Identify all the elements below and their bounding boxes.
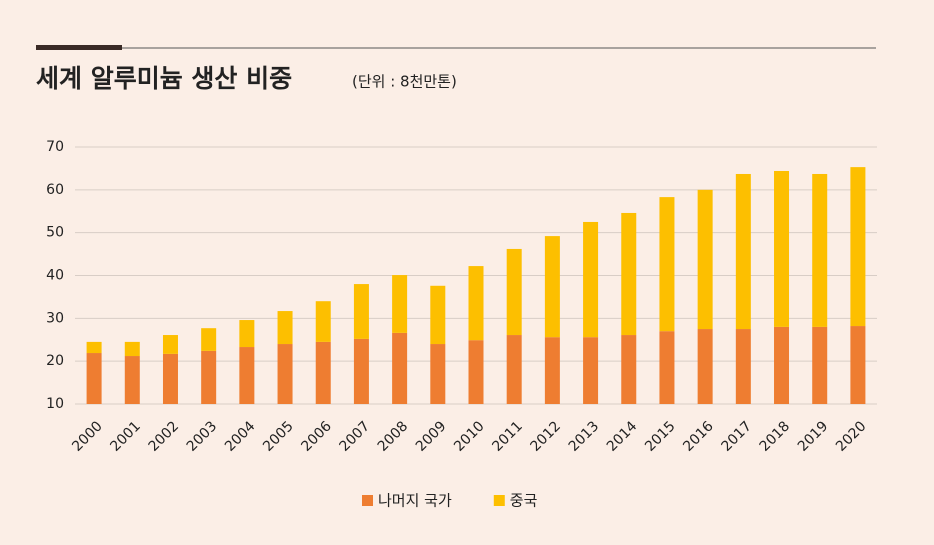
bar-segment — [544, 337, 560, 404]
legend-swatch — [362, 495, 373, 506]
bar-segment — [162, 335, 178, 354]
bar-segment — [277, 344, 293, 404]
bar-segment — [583, 337, 599, 404]
bar-segment — [774, 326, 790, 404]
bar-segment — [162, 353, 178, 404]
bar-segment — [277, 311, 293, 345]
bar-segment — [697, 329, 713, 404]
bar-segment — [201, 350, 217, 404]
top-accent — [36, 45, 122, 50]
bar-segment — [812, 173, 828, 327]
bar-segment — [850, 326, 866, 404]
bar-segment — [544, 236, 560, 338]
bar-segment — [621, 212, 637, 336]
bar-segment — [86, 353, 102, 404]
bar-segment — [315, 301, 331, 342]
bar-segment — [353, 284, 369, 339]
bar-segment — [774, 170, 790, 327]
bar-segment — [583, 221, 599, 338]
bar-segment — [201, 328, 217, 351]
legend-label: 나머지 국가 — [378, 492, 452, 510]
bar-segment — [735, 329, 751, 404]
bar-segment — [239, 347, 255, 404]
bar-segment — [124, 341, 140, 357]
bar-segment — [735, 173, 751, 330]
bar-segment — [315, 341, 331, 404]
y-tick-label: 10 — [46, 396, 64, 412]
bar-segment — [850, 167, 866, 327]
bar-segment — [468, 340, 484, 404]
bar-segment — [392, 275, 408, 333]
bar-segment — [430, 344, 446, 404]
bar-segment — [392, 332, 408, 404]
bar-segment — [506, 335, 522, 404]
bar-segment — [239, 320, 255, 348]
bar-segment — [506, 248, 522, 336]
y-tick-label: 70 — [46, 139, 64, 155]
bar-segment — [353, 338, 369, 404]
y-tick-label: 60 — [46, 182, 64, 198]
bar-segment — [659, 331, 675, 404]
bar-segment — [86, 341, 102, 354]
bar-segment — [659, 197, 675, 332]
bar-segment — [468, 266, 484, 341]
y-tick-label: 50 — [46, 225, 64, 241]
bar-segment — [621, 335, 637, 404]
legend-label: 중국 — [510, 492, 538, 510]
y-tick-label: 40 — [46, 268, 64, 284]
bar-segment — [430, 285, 446, 345]
chart-title: 세계 알루미늄 생산 비중 — [36, 64, 292, 93]
legend-swatch — [493, 495, 505, 506]
bar-segment — [697, 189, 713, 330]
y-tick-label: 30 — [46, 310, 64, 326]
bar-segment — [812, 326, 828, 404]
y-tick-label: 20 — [46, 353, 64, 369]
bar-segment — [124, 356, 140, 404]
chart-subtitle: (단위 : 8천만톤) — [352, 73, 457, 91]
